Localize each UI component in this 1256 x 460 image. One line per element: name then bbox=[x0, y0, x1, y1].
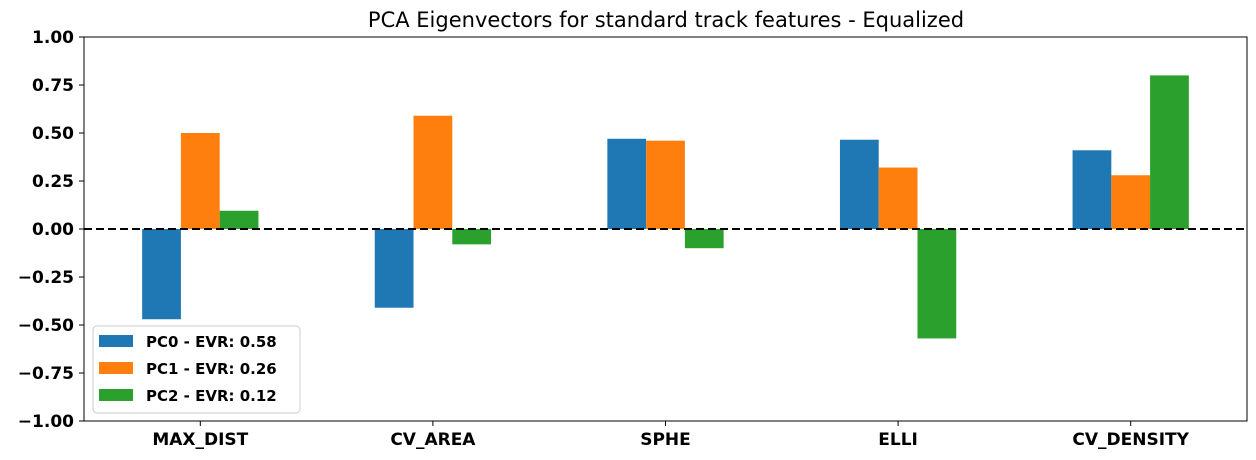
x-tick-label: ELLI bbox=[878, 430, 918, 450]
bar-series0-sphe bbox=[607, 138, 647, 229]
bar-series1-cv-density bbox=[1111, 175, 1151, 229]
legend-box bbox=[92, 325, 301, 414]
bar-series2-max-dist bbox=[219, 210, 259, 229]
bar-series0-max-dist bbox=[142, 229, 181, 320]
y-tick-label: −1.00 bbox=[18, 412, 74, 432]
y-tick-label: 1.00 bbox=[32, 28, 74, 48]
x-tick-label: SPHE bbox=[640, 430, 691, 450]
x-axis: MAX_DIST CV_AREA SPHE ELLI CV_DENSITY bbox=[152, 421, 1190, 450]
bar-series2-cv-area bbox=[452, 229, 492, 245]
bar-series1-elli bbox=[878, 167, 918, 229]
y-tick-label: 0.75 bbox=[32, 76, 74, 96]
bar-series0-cv-density bbox=[1072, 150, 1112, 229]
legend-swatch bbox=[99, 389, 133, 401]
bar-series1-cv-area bbox=[413, 115, 453, 229]
legend-swatch bbox=[99, 335, 133, 347]
legend-label: PC1 - EVR: 0.26 bbox=[146, 360, 277, 378]
bar-series2-sphe bbox=[684, 229, 724, 249]
legend-label: PC0 - EVR: 0.58 bbox=[146, 333, 277, 351]
y-tick-label: −0.25 bbox=[18, 268, 74, 288]
bars-layer bbox=[142, 75, 1189, 339]
y-tick-label: 0.25 bbox=[32, 172, 74, 192]
y-tick-label: 0.50 bbox=[32, 124, 74, 144]
bar-series0-cv-area bbox=[374, 229, 414, 308]
bar-series1-max-dist bbox=[180, 133, 220, 229]
legend-swatch bbox=[99, 362, 133, 374]
y-tick-label: 0.00 bbox=[32, 220, 74, 240]
x-tick-label: CV_AREA bbox=[390, 430, 476, 450]
bar-series2-elli bbox=[917, 229, 957, 339]
legend: PC0 - EVR: 0.58 PC1 - EVR: 0.26 PC2 - EVR:… bbox=[92, 325, 301, 414]
chart-title: PCA Eigenvectors for standard track feat… bbox=[368, 8, 964, 32]
x-tick-label: CV_DENSITY bbox=[1072, 430, 1189, 450]
x-tick-label: MAX_DIST bbox=[152, 430, 248, 450]
bar-series2-cv-density bbox=[1150, 75, 1189, 230]
y-axis: 1.00 0.75 0.50 0.25 0.00 −0.25 −0.50 −0.75 −1.00 bbox=[18, 28, 84, 432]
legend-label: PC2 - EVR: 0.12 bbox=[146, 387, 277, 405]
bar-series1-sphe bbox=[646, 140, 685, 229]
bar-series0-elli bbox=[839, 139, 879, 229]
y-tick-label: −0.75 bbox=[18, 364, 74, 384]
y-tick-label: −0.50 bbox=[18, 316, 74, 336]
